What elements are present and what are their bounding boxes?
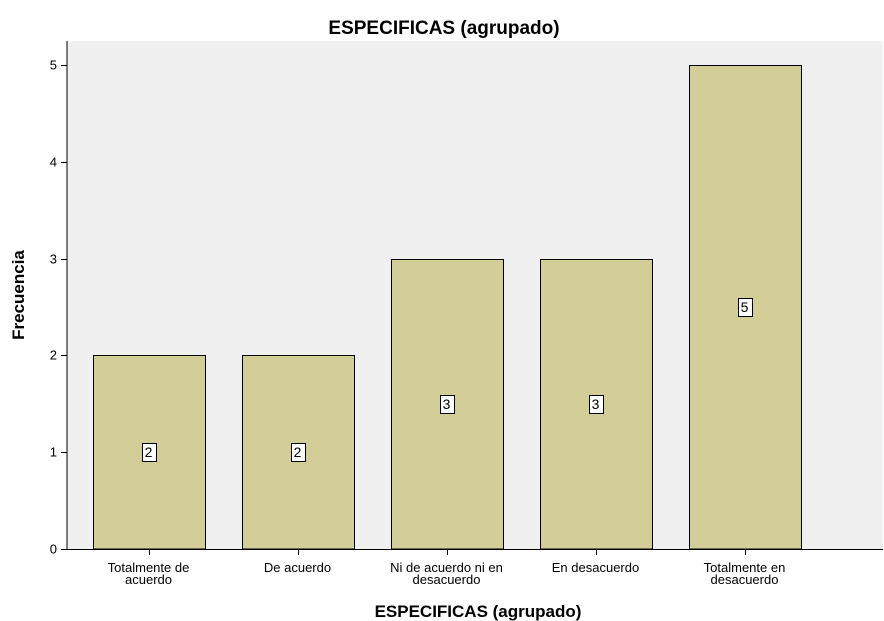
data-label: 3 [592,396,600,412]
data-label-box [738,298,753,317]
x-axis: Totalmente de acuerdo De acuerdo Ni de acue… [67,549,883,587]
data-label-box [291,443,306,462]
x-tick-label: Totalmente en desacuerdo [704,560,786,587]
x-tick-label: Totalmente de acuerdo [108,560,190,587]
y-tick-label: 5 [50,58,57,73]
y-tick-label: 1 [50,445,57,460]
data-label: 3 [443,396,451,412]
x-axis-title: ESPECIFICAS (agrupado) [375,602,582,621]
chart-title: ESPECIFICAS (agrupado) [328,18,559,39]
y-tick-label: 2 [50,348,57,363]
bars-layer: 2 2 3 3 5 [93,65,802,550]
data-label: 2 [294,444,302,460]
x-tick-label: De acuerdo [264,560,331,575]
data-label: 5 [741,299,749,315]
data-label-box [142,443,157,462]
y-axis: 0 1 2 3 4 5 [50,41,68,557]
data-label-box [440,395,455,414]
y-tick-label: 4 [50,155,57,170]
y-tick-label: 3 [50,252,57,267]
x-tick-label: Ni de acuerdo ni en desacuerdo [390,560,503,587]
y-tick-label: 0 [50,542,57,557]
y-axis-title: Frecuencia [9,250,28,340]
data-label: 2 [145,444,153,460]
x-tick-label: En desacuerdo [552,560,639,575]
data-label-box [589,395,604,414]
